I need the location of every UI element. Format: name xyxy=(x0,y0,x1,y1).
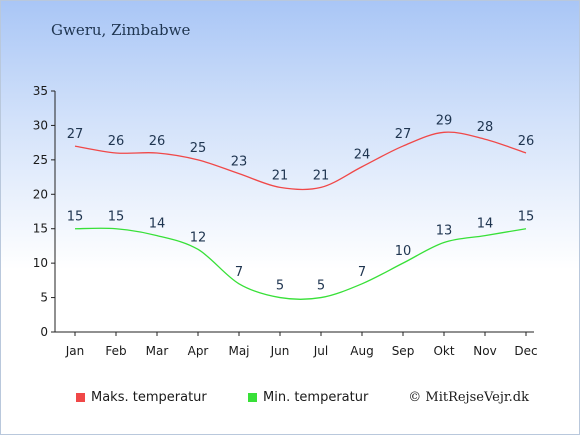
y-tick-label: 30 xyxy=(33,118,48,132)
x-tick-label: Nov xyxy=(473,344,496,358)
data-label-max: 27 xyxy=(67,127,84,142)
data-label-min: 14 xyxy=(477,217,494,232)
y-tick-label: 0 xyxy=(40,325,48,339)
x-tick-label: Jun xyxy=(270,344,290,358)
data-label-min: 15 xyxy=(518,210,535,225)
chart-title: Gweru, Zimbabwe xyxy=(51,21,191,39)
legend-item-min: Min. temperatur xyxy=(248,390,368,405)
x-tick-label: Feb xyxy=(105,344,126,358)
data-label-min: 12 xyxy=(190,230,207,245)
data-label-max: 28 xyxy=(477,120,494,135)
x-tick-label: Dec xyxy=(514,344,537,358)
x-tick-label: Sep xyxy=(392,344,415,358)
data-label-min: 14 xyxy=(149,217,166,232)
x-tick-label: Okt xyxy=(433,344,454,358)
legend-label-min: Min. temperatur xyxy=(263,390,369,405)
x-tick-label: Maj xyxy=(228,344,249,358)
y-tick-label: 5 xyxy=(40,291,48,305)
series-line-min xyxy=(74,227,527,300)
data-label-min: 7 xyxy=(235,265,243,280)
x-tick-label: Mar xyxy=(146,344,169,358)
data-label-max: 25 xyxy=(190,141,207,156)
data-label-max: 26 xyxy=(108,134,125,149)
legend-label-max: Maks. temperatur xyxy=(91,390,207,405)
y-tick-label: 25 xyxy=(33,153,48,167)
data-label-min: 5 xyxy=(276,279,284,294)
data-label-max: 23 xyxy=(231,155,248,170)
legend-swatch-max xyxy=(76,393,85,402)
data-label-max: 26 xyxy=(518,134,535,149)
legend: Maks. temperatur Min. temperatur © MitRe… xyxy=(1,386,580,410)
y-tick-label: 10 xyxy=(33,256,48,270)
y-tick-label: 15 xyxy=(33,222,48,236)
legend-item-max: Maks. temperatur xyxy=(76,390,207,405)
x-tick-label: Aug xyxy=(350,344,373,358)
data-label-max: 26 xyxy=(149,134,166,149)
x-tick-label: Jan xyxy=(65,344,85,358)
data-label-min: 15 xyxy=(67,210,84,225)
y-tick-label: 20 xyxy=(33,187,48,201)
data-label-min: 15 xyxy=(108,210,125,225)
data-label-max: 27 xyxy=(395,127,412,142)
legend-swatch-min xyxy=(248,393,257,402)
data-label-min: 7 xyxy=(358,265,366,280)
series-line-max xyxy=(74,131,527,191)
credit-text: © MitRejseVejr.dk xyxy=(408,390,529,405)
y-tick-label: 35 xyxy=(33,84,48,98)
data-label-min: 5 xyxy=(317,279,325,294)
data-label-max: 24 xyxy=(354,148,371,163)
data-label-max: 21 xyxy=(272,168,289,183)
x-tick-label: Jul xyxy=(313,344,328,358)
data-label-min: 10 xyxy=(395,244,412,259)
x-tick-label: Apr xyxy=(188,344,209,358)
data-label-max: 21 xyxy=(313,168,330,183)
data-label-min: 13 xyxy=(436,223,453,238)
data-label-max: 29 xyxy=(436,113,453,128)
